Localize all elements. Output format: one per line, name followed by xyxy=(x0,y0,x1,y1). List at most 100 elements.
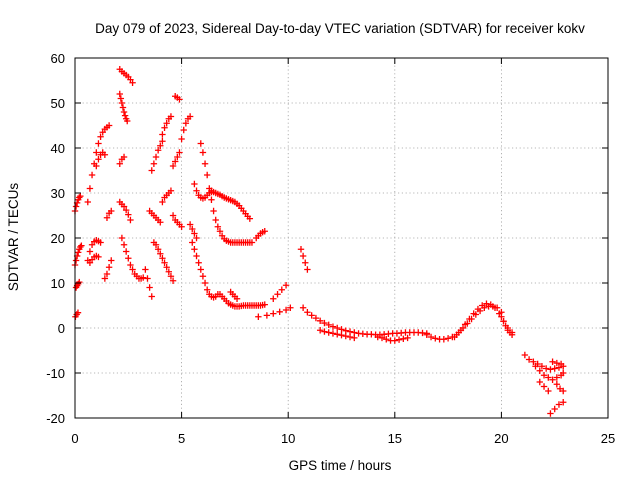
data-point xyxy=(154,147,162,154)
data-point xyxy=(77,243,84,251)
series-arc16 xyxy=(142,266,155,300)
data-point xyxy=(270,295,277,302)
data-point xyxy=(189,239,196,246)
data-point xyxy=(120,241,128,248)
data-point xyxy=(521,351,529,359)
series-arc43 xyxy=(532,363,567,383)
data-point xyxy=(97,133,104,140)
data-point xyxy=(167,113,175,120)
data-point xyxy=(547,366,554,373)
y-tick-label: 10 xyxy=(51,276,65,291)
data-point xyxy=(95,253,102,261)
series-arc3 xyxy=(72,278,83,291)
data-point xyxy=(312,314,320,322)
data-point xyxy=(383,336,390,343)
data-point xyxy=(163,264,170,271)
y-tick-labels: -20 -10 0 10 20 30 40 50 60 xyxy=(46,51,65,426)
data-point xyxy=(186,113,194,120)
data-point xyxy=(274,291,281,298)
series-arc42 xyxy=(521,351,567,373)
x-tick-label: 25 xyxy=(601,431,615,446)
data-points xyxy=(71,66,567,417)
data-point xyxy=(299,304,307,311)
data-point xyxy=(530,358,537,365)
series-arc17 xyxy=(146,207,164,226)
data-point xyxy=(316,317,324,324)
data-point xyxy=(391,337,398,344)
data-point xyxy=(302,259,309,266)
data-point xyxy=(121,112,129,119)
axis-ticks xyxy=(74,57,609,419)
data-point xyxy=(346,333,354,341)
series-arc35 xyxy=(297,246,311,273)
data-point xyxy=(150,160,158,167)
data-point xyxy=(191,180,198,188)
data-point xyxy=(72,257,80,264)
series-arc8 xyxy=(93,149,109,170)
data-point xyxy=(321,319,328,327)
data-point xyxy=(174,153,181,161)
series-arc40 xyxy=(451,303,505,341)
data-point xyxy=(74,309,82,316)
data-point xyxy=(199,273,207,280)
data-point xyxy=(74,249,82,256)
data-point xyxy=(374,333,381,341)
data-point xyxy=(167,187,175,194)
series-arc29 xyxy=(189,239,268,310)
data-point xyxy=(342,332,349,340)
data-point xyxy=(148,167,155,174)
series-arc45 xyxy=(547,399,567,417)
data-point xyxy=(159,198,166,206)
data-point xyxy=(549,358,556,365)
data-point xyxy=(553,381,561,388)
data-point xyxy=(95,156,102,163)
data-point xyxy=(342,327,349,334)
grid xyxy=(75,58,608,418)
data-point xyxy=(127,216,134,224)
data-point xyxy=(118,99,126,107)
data-point xyxy=(165,268,173,275)
series-arc37 xyxy=(316,327,358,342)
data-point xyxy=(176,149,183,156)
data-point xyxy=(146,284,153,291)
data-point xyxy=(152,153,160,161)
data-point xyxy=(255,313,262,320)
data-point xyxy=(88,171,96,179)
data-point xyxy=(105,122,113,129)
data-point xyxy=(93,162,100,170)
data-point xyxy=(176,96,183,103)
data-point xyxy=(108,207,115,215)
data-point xyxy=(451,333,458,341)
data-point xyxy=(545,374,552,381)
data-point xyxy=(203,171,211,179)
data-point xyxy=(148,293,155,300)
data-point xyxy=(351,329,358,336)
data-point xyxy=(127,261,134,269)
data-point xyxy=(557,360,565,368)
data-point xyxy=(161,259,168,266)
data-point xyxy=(555,401,563,408)
data-point xyxy=(76,278,83,286)
data-point xyxy=(105,264,113,271)
series-arc2 xyxy=(71,242,85,269)
data-point xyxy=(282,282,290,289)
series-arc44 xyxy=(536,378,552,395)
data-point xyxy=(444,335,452,342)
data-point xyxy=(72,203,80,210)
data-point xyxy=(532,363,539,370)
series-arc9 xyxy=(103,207,115,221)
data-point xyxy=(157,142,164,149)
data-point xyxy=(263,312,271,319)
data-point xyxy=(287,304,294,311)
y-axis-title: SDTVAR / TECUs xyxy=(6,183,21,292)
data-point xyxy=(299,252,307,260)
data-point xyxy=(154,246,162,253)
series-arc10 xyxy=(101,257,115,282)
series-arc31 xyxy=(227,288,241,302)
y-tick-label: -20 xyxy=(46,411,65,426)
data-point xyxy=(180,126,187,134)
data-point xyxy=(536,367,543,374)
data-point xyxy=(159,255,166,262)
data-point xyxy=(103,214,111,221)
data-point xyxy=(116,160,123,167)
